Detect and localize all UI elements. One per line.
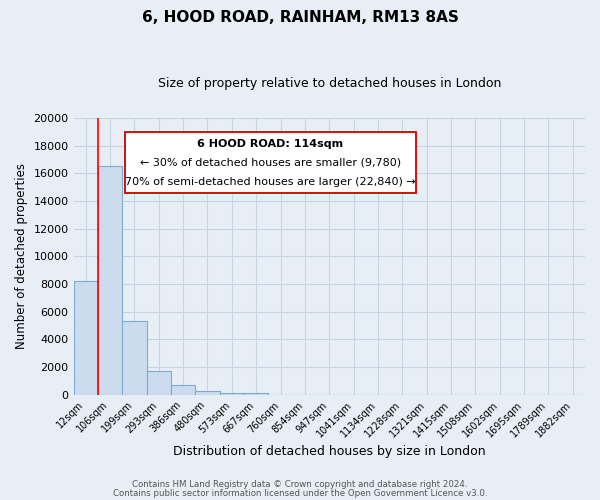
Text: 6, HOOD ROAD, RAINHAM, RM13 8AS: 6, HOOD ROAD, RAINHAM, RM13 8AS xyxy=(142,10,458,25)
Text: 70% of semi-detached houses are larger (22,840) →: 70% of semi-detached houses are larger (… xyxy=(125,177,416,187)
Text: Contains public sector information licensed under the Open Government Licence v3: Contains public sector information licen… xyxy=(113,488,487,498)
Bar xyxy=(220,393,244,395)
Bar xyxy=(196,392,220,395)
Bar xyxy=(146,370,171,395)
Bar xyxy=(244,394,268,395)
Bar xyxy=(98,166,122,395)
Title: Size of property relative to detached houses in London: Size of property relative to detached ho… xyxy=(158,78,501,90)
FancyBboxPatch shape xyxy=(125,132,416,193)
Bar xyxy=(74,282,98,395)
Text: Contains HM Land Registry data © Crown copyright and database right 2024.: Contains HM Land Registry data © Crown c… xyxy=(132,480,468,489)
Text: ← 30% of detached houses are smaller (9,780): ← 30% of detached houses are smaller (9,… xyxy=(140,158,401,168)
Y-axis label: Number of detached properties: Number of detached properties xyxy=(15,164,28,350)
Text: 6 HOOD ROAD: 114sqm: 6 HOOD ROAD: 114sqm xyxy=(197,139,344,149)
Bar xyxy=(122,322,146,395)
X-axis label: Distribution of detached houses by size in London: Distribution of detached houses by size … xyxy=(173,444,485,458)
Bar xyxy=(171,385,196,395)
